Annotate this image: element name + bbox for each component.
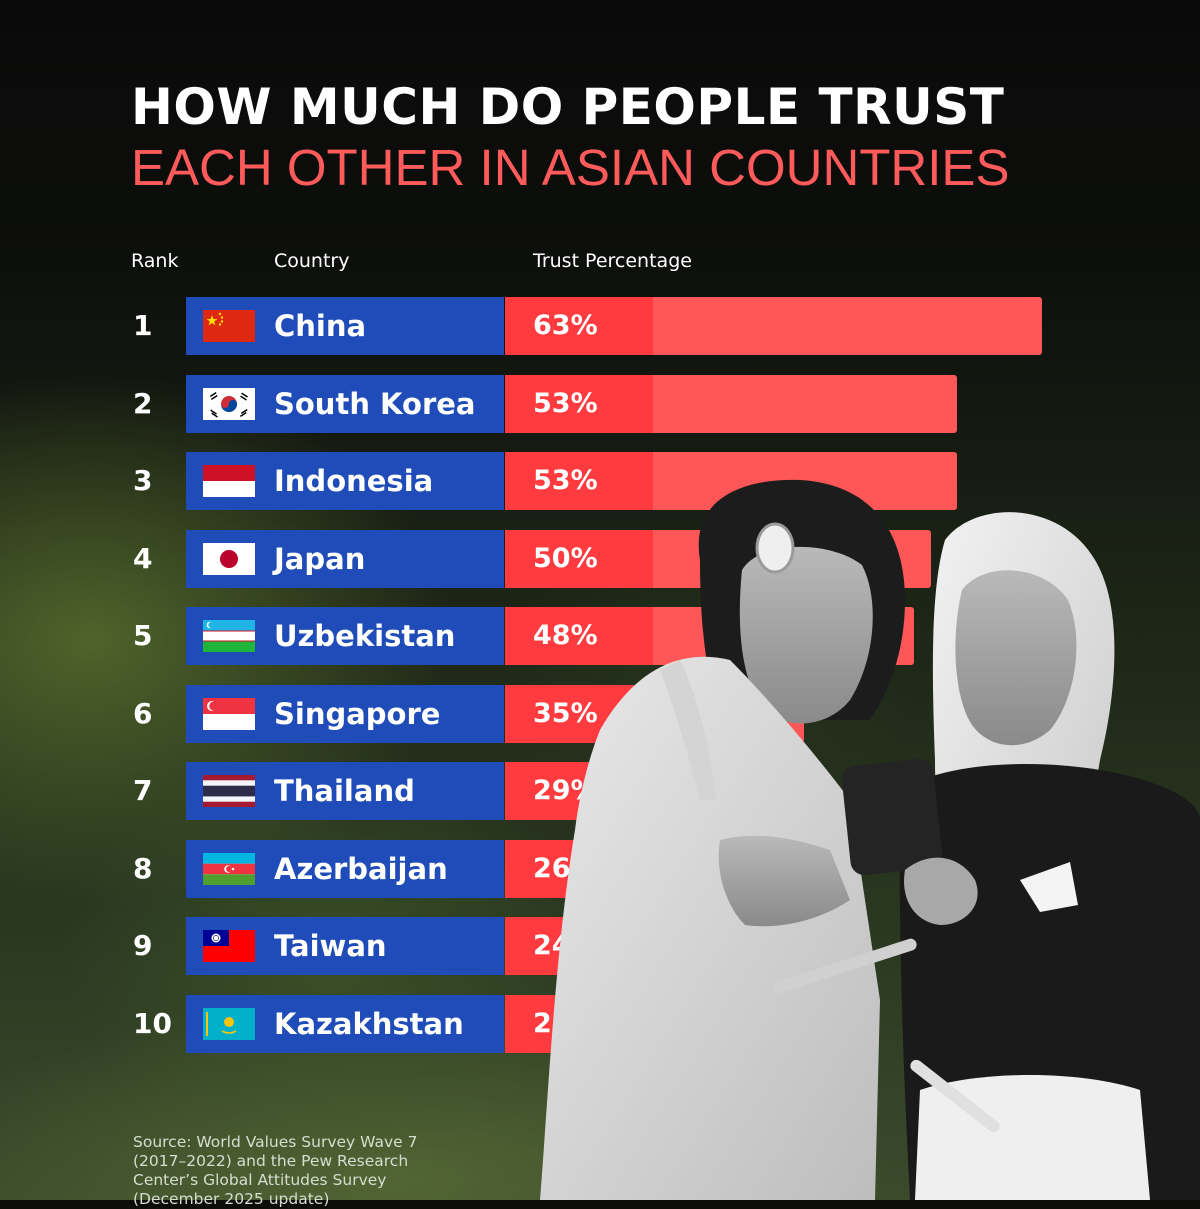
value-cell — [505, 297, 653, 355]
column-header-country: Country — [274, 250, 350, 272]
rank-label: 2 — [133, 386, 153, 420]
value-cell — [505, 607, 653, 665]
flag-thailand-icon — [203, 775, 255, 807]
country-label: Indonesia — [274, 464, 434, 498]
column-header-rank: Rank — [131, 250, 179, 272]
country-cell: Indonesia — [186, 452, 504, 510]
country-cell: Azerbaijan — [186, 839, 504, 898]
column-header-trust: Trust Percentage — [533, 250, 692, 272]
country-cell: Kazakhstan — [186, 994, 504, 1053]
value-cell — [505, 374, 653, 433]
country-label: Japan — [274, 541, 366, 576]
flag-uzbekistan-icon — [203, 620, 255, 652]
bar-row-indonesia: 3 Indonesia 53% — [0, 452, 1200, 510]
country-label: Uzbekistan — [274, 619, 456, 653]
bar-row-taiwan: 9 Taiwan 24% — [0, 917, 1200, 975]
country-cell: China — [186, 297, 504, 355]
country-label: Kazakhstan — [274, 1006, 464, 1041]
bar-row-azerbaijan: 8 Azerbaijan 26% — [0, 839, 1200, 898]
country-cell: Thailand — [186, 762, 504, 820]
value-label: 29% — [533, 775, 598, 806]
value-label: 48% — [533, 620, 598, 651]
rank-label: 6 — [133, 696, 153, 730]
country-label: China — [274, 309, 367, 343]
bar-row-singapore: 6 Singapore 35% — [0, 684, 1200, 743]
country-label: Singapore — [274, 696, 441, 731]
flag-japan-icon — [203, 542, 255, 575]
flag-taiwan-icon — [203, 930, 255, 962]
flag-china-icon — [203, 310, 255, 342]
rank-label: 8 — [133, 851, 153, 885]
bar-row-china: 1 China 63% — [0, 297, 1200, 355]
flag-kazakhstan-icon — [203, 1007, 255, 1040]
flag-south-korea-icon — [203, 387, 255, 420]
rank-label: 10 — [133, 1006, 172, 1040]
value-label: 26% — [533, 852, 598, 884]
country-cell: Taiwan — [186, 917, 504, 975]
country-label: Thailand — [274, 774, 415, 808]
flag-singapore-icon — [203, 697, 255, 730]
flag-azerbaijan-icon — [203, 852, 255, 885]
rank-label: 1 — [133, 309, 153, 342]
value-label: 23% — [533, 1007, 598, 1039]
title-line-1: HOW MUCH DO PEOPLE TRUST — [131, 78, 1005, 136]
country-cell: Singapore — [186, 684, 504, 743]
rank-label: 3 — [133, 464, 153, 497]
value-label: 63% — [533, 310, 598, 341]
country-cell: South Korea — [186, 374, 504, 433]
value-label: 35% — [533, 697, 598, 729]
country-cell: Japan — [186, 529, 504, 588]
rank-label: 7 — [133, 774, 153, 807]
bar-row-japan: 4 Japan 50% — [0, 529, 1200, 588]
country-cell: Uzbekistan — [186, 607, 504, 665]
value-cell — [505, 452, 653, 510]
bar-row-thailand: 7 Thailand 29% — [0, 762, 1200, 820]
country-label: South Korea — [274, 386, 476, 421]
country-label: Taiwan — [274, 929, 387, 963]
flag-indonesia-icon — [203, 465, 255, 497]
value-label: 53% — [533, 465, 598, 496]
rank-label: 9 — [133, 929, 153, 962]
rank-label: 4 — [133, 541, 153, 575]
rank-label: 5 — [133, 619, 153, 652]
value-label: 24% — [533, 930, 598, 961]
value-label: 50% — [533, 542, 598, 574]
title-line-2: EACH OTHER IN ASIAN COUNTRIES — [131, 139, 1010, 196]
bar-row-south-korea: 2 South Korea 53% — [0, 374, 1200, 433]
bar-row-kazakhstan: 10 Kazakhstan 23% — [0, 994, 1200, 1053]
bar-row-uzbekistan: 5 Uzbekistan 48% — [0, 607, 1200, 665]
value-cell — [505, 529, 653, 588]
country-label: Azerbaijan — [274, 851, 448, 886]
value-label: 53% — [533, 387, 598, 419]
source-note: Source: World Values Survey Wave 7 (2017… — [133, 1133, 418, 1208]
